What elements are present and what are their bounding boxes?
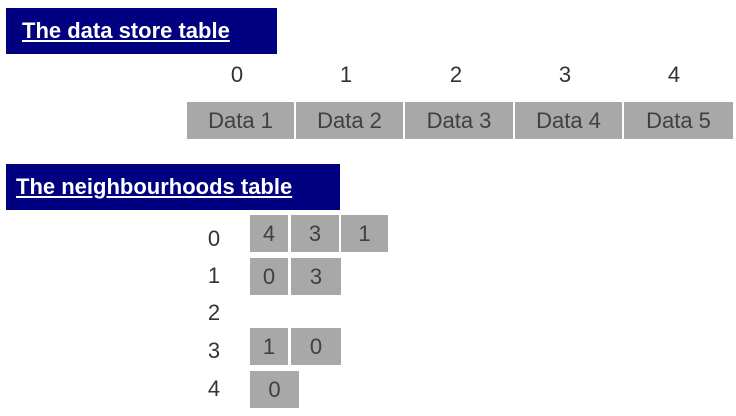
data-store-table-title: The data store table	[6, 8, 277, 54]
row-index: 2	[207, 300, 221, 325]
neighbour-cell: 1	[341, 215, 388, 252]
store-cell: Data 3	[405, 102, 515, 139]
store-index: 3	[558, 62, 572, 87]
row-index: 0	[207, 226, 221, 251]
store-index: 4	[667, 62, 681, 87]
neighbour-cell: 4	[250, 215, 290, 252]
store-cell: Data 5	[624, 102, 733, 139]
store-cell: Data 4	[515, 102, 624, 139]
row-index: 1	[207, 263, 221, 288]
neighbour-cell: 3	[291, 215, 341, 252]
row-index: 4	[207, 376, 221, 401]
neighbour-cell: 0	[250, 371, 299, 408]
store-index: 2	[449, 62, 463, 87]
store-index: 0	[230, 62, 244, 87]
neighbour-cell: 0	[291, 328, 341, 365]
neighbour-cell: 1	[250, 328, 290, 365]
store-cell: Data 2	[296, 102, 405, 139]
store-cell: Data 1	[187, 102, 296, 139]
neighbour-cell: 0	[250, 258, 290, 295]
row-index: 3	[207, 338, 221, 363]
neighbour-cell: 3	[291, 258, 341, 295]
store-index: 1	[339, 62, 353, 87]
neighbourhoods-table-title: The neighbourhoods table	[6, 164, 340, 210]
